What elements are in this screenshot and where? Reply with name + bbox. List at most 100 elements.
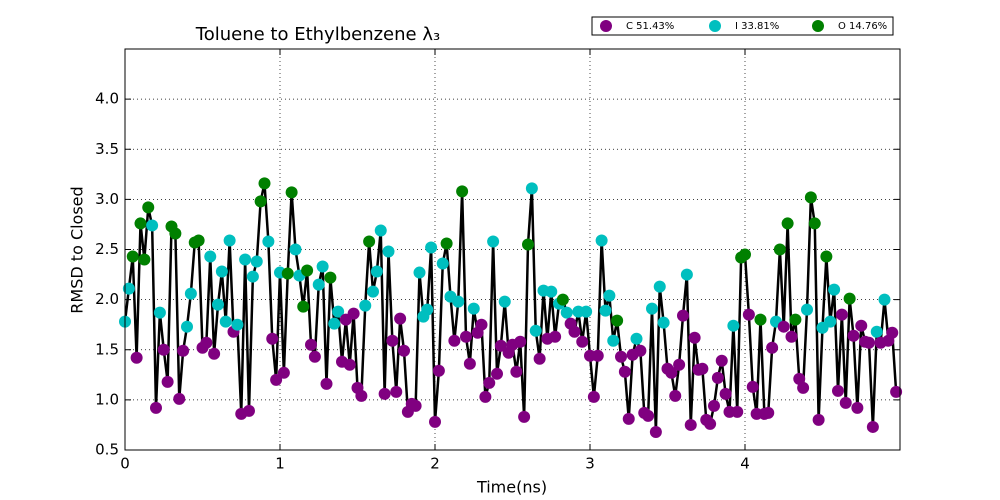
data-point (192, 234, 205, 247)
data-point (855, 319, 868, 332)
data-point (305, 338, 317, 351)
data-point (363, 235, 376, 248)
data-point (657, 316, 670, 329)
data-point (398, 344, 410, 357)
legend-marker (709, 20, 721, 32)
legend-label: C 51.43% (626, 21, 674, 32)
x-tick-label: 4 (740, 455, 750, 473)
data-point (374, 224, 387, 237)
data-point (870, 325, 883, 338)
data-point (409, 399, 422, 412)
data-point (355, 389, 368, 402)
data-point (711, 371, 724, 384)
data-point (285, 186, 298, 199)
data-point (223, 234, 236, 247)
data-point (370, 265, 383, 278)
data-point (781, 217, 794, 230)
data-point (413, 266, 426, 279)
data-point (680, 268, 693, 281)
data-point (138, 253, 151, 266)
data-point (525, 182, 538, 195)
data-point (270, 373, 283, 386)
data-point (157, 343, 170, 356)
data-point (173, 392, 186, 405)
data-point (599, 304, 612, 317)
data-point (181, 320, 193, 333)
legend-label: I 33.81% (735, 21, 779, 32)
data-point (793, 372, 806, 385)
data-point (777, 320, 790, 333)
data-point (766, 341, 779, 354)
data-point (615, 350, 627, 363)
data-point (820, 250, 833, 263)
x-tick-label: 3 (585, 455, 595, 473)
data-point (320, 377, 333, 390)
data-point (390, 385, 403, 398)
data-point (568, 325, 581, 338)
data-point (487, 235, 500, 248)
data-point (839, 396, 852, 409)
data-point (673, 358, 686, 371)
data-point (126, 250, 139, 263)
data-point (696, 362, 709, 375)
legend-marker (600, 20, 612, 32)
data-point (529, 324, 542, 337)
data-point (328, 317, 341, 330)
data-point (153, 306, 166, 319)
data-point (394, 312, 407, 325)
y-tick-label: 3.5 (95, 140, 119, 158)
data-point (204, 250, 217, 263)
data-point (847, 329, 860, 342)
y-tick-label: 4.0 (95, 90, 119, 108)
data-point (522, 238, 534, 251)
data-point (301, 264, 314, 277)
data-point (332, 305, 345, 318)
data-point (483, 376, 496, 389)
data-point (359, 299, 372, 312)
data-point (591, 349, 604, 362)
data-point (130, 351, 143, 364)
data-point (169, 227, 182, 240)
data-point (669, 389, 682, 402)
data-point (134, 217, 147, 230)
data-point (324, 271, 337, 284)
data-point (595, 234, 608, 247)
data-point (316, 260, 329, 273)
data-point (448, 334, 461, 347)
data-point (545, 285, 558, 298)
data-point (494, 339, 507, 352)
data-point (851, 401, 864, 414)
data-point (727, 319, 740, 332)
data-point (804, 191, 817, 204)
data-point (475, 318, 488, 331)
data-point (533, 352, 546, 365)
data-point (498, 295, 511, 308)
data-point (746, 380, 759, 393)
plot-frame (124, 48, 901, 451)
data-point (312, 278, 325, 291)
data-point (460, 330, 472, 343)
data-point (630, 332, 643, 345)
data-point (456, 185, 469, 198)
data-point (549, 330, 562, 343)
data-point (773, 243, 786, 256)
data-point (603, 289, 616, 302)
data-point (208, 347, 221, 360)
data-point (122, 282, 135, 295)
data-point (146, 219, 159, 232)
data-point (785, 330, 798, 343)
data-point (491, 367, 503, 380)
data-point (262, 235, 275, 248)
x-tick-label: 2 (430, 455, 440, 473)
data-point (518, 410, 531, 423)
data-point (708, 399, 720, 412)
chart-title: Toluene to Ethylbenzene λ₃ (195, 24, 440, 45)
data-point (863, 336, 875, 349)
data-point (243, 404, 255, 417)
data-point (646, 302, 658, 315)
data-point (789, 313, 802, 326)
data-point (835, 308, 848, 321)
data-point (828, 283, 841, 296)
